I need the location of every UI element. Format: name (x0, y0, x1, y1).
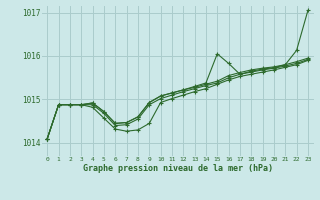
X-axis label: Graphe pression niveau de la mer (hPa): Graphe pression niveau de la mer (hPa) (83, 164, 273, 173)
